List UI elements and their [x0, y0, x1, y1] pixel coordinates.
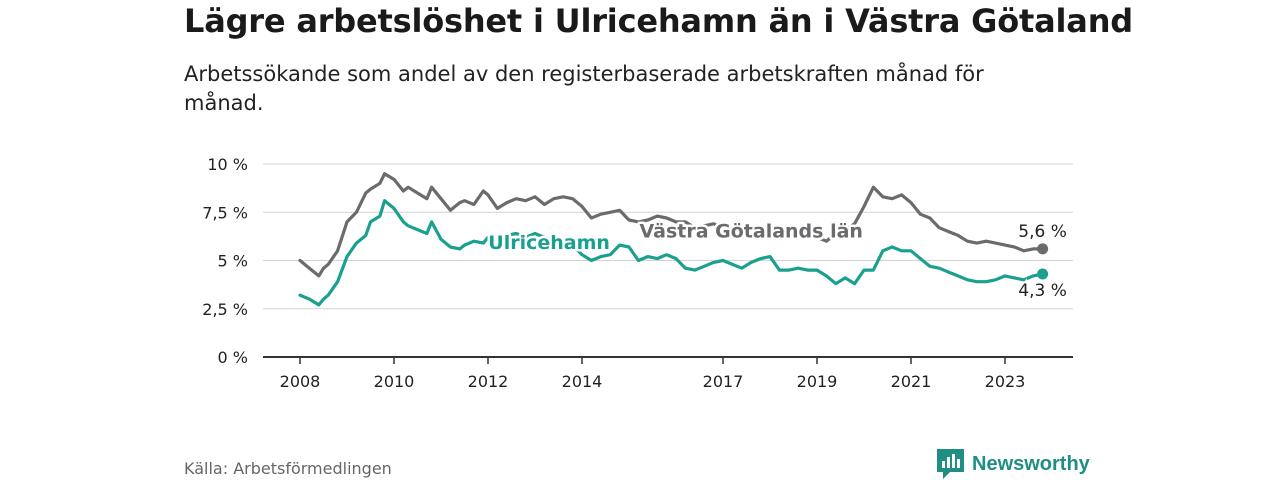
- x-tick-label: 2023: [985, 372, 1026, 391]
- y-tick-label: 0 %: [218, 348, 248, 367]
- series-label-v-stra-g-talands-l-n: Västra Götalands län: [639, 220, 862, 242]
- x-tick-label: 2012: [468, 372, 509, 391]
- y-tick-label: 7,5 %: [202, 203, 248, 222]
- x-tick-label: 2010: [374, 372, 415, 391]
- x-tick-label: 2021: [891, 372, 932, 391]
- end-value-label-v-stra-g-talands-l-n: 5,6 %: [1018, 222, 1067, 242]
- x-tick-label: 2014: [562, 372, 603, 391]
- y-tick-label: 2,5 %: [202, 300, 248, 319]
- x-tick-label: 2019: [797, 372, 838, 391]
- brand-logo[interactable]: Newsworthy: [937, 449, 1090, 479]
- end-point-ulricehamn: [1037, 268, 1049, 280]
- series-label-ulricehamn: Ulricehamn: [488, 232, 610, 254]
- series-line-v-stra-g-talands-l-n: [298, 172, 1045, 278]
- chart-title: Lägre arbetslöshet i Ulricehamn än i Väs…: [184, 2, 1133, 40]
- line-chart: 0 % 2,5 % 5 % 7,5 % 10 % 2008 2010 2012 2014 2017…: [202, 155, 1073, 391]
- x-tick-label: 2017: [703, 372, 744, 391]
- source-note: Källa: Arbetsförmedlingen: [184, 459, 392, 478]
- chart-subtitle: Arbetssökande som andel av den registerb…: [184, 62, 984, 115]
- brand-name: Newsworthy: [972, 452, 1090, 475]
- end-point-v-stra-g-talands-l-n: [1037, 243, 1049, 255]
- newsworthy-logo-icon: [937, 449, 964, 479]
- series-line-ulricehamn: [298, 199, 1045, 307]
- y-tick-label: 5 %: [218, 252, 248, 271]
- end-value-label-ulricehamn: 4,3 %: [1018, 281, 1067, 301]
- x-tick-label: 2008: [280, 372, 321, 391]
- y-tick-label: 10 %: [207, 155, 248, 174]
